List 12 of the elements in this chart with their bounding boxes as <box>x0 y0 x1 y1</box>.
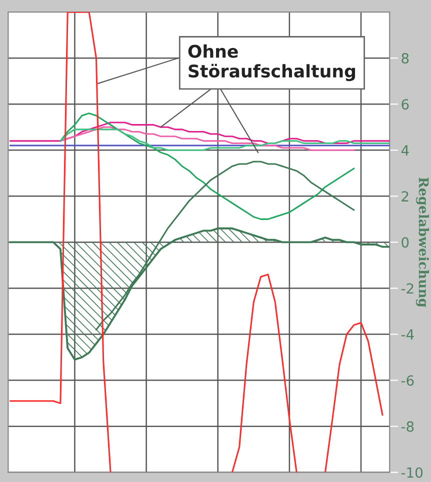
y-tick-label: -2 <box>401 283 414 294</box>
y-tick-label: -8 <box>401 421 414 432</box>
y-tick-label: 6 <box>402 99 409 110</box>
y-tick-label: -4 <box>401 329 414 340</box>
y-tick-label: 0 <box>402 237 409 248</box>
y-tick-label: -6 <box>401 375 414 386</box>
y-axis-title: Regelabweichung <box>416 178 429 308</box>
y-tick-label: -10 <box>401 467 422 478</box>
y-tick-label: 8 <box>402 53 409 64</box>
annotation: Ohne Störaufschaltung <box>188 44 356 82</box>
y-tick-label: 2 <box>402 191 408 202</box>
y-tick-label: 4 <box>401 145 409 156</box>
